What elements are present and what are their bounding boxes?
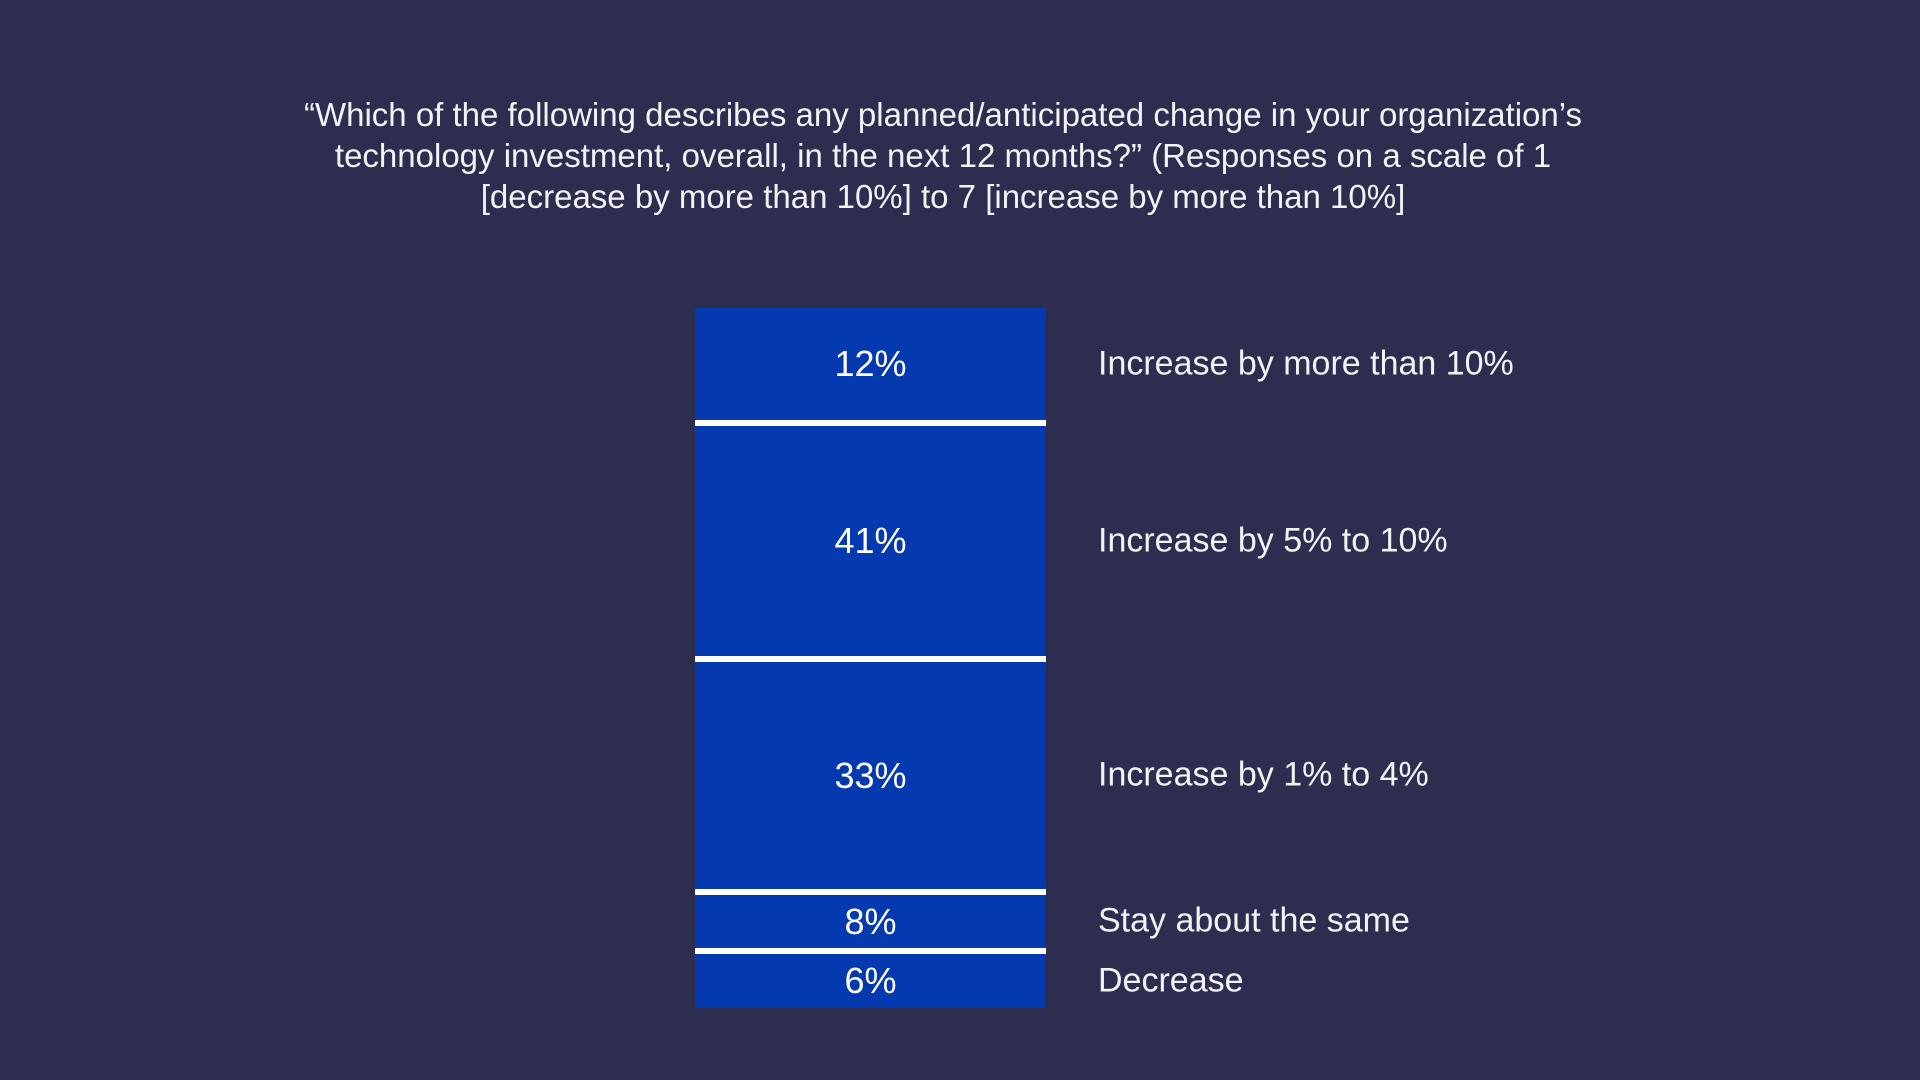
bar-segment-increase-by-1-to-4: 33% (695, 662, 1046, 889)
segment-divider (695, 948, 1046, 954)
category-label-increase-by-5-to-10: Increase by 5% to 10% (1098, 521, 1448, 560)
chart-title: “Which of the following describes any pl… (0, 94, 1886, 217)
category-label-decrease: Decrease (1098, 961, 1244, 1000)
segment-value-label: 33% (834, 754, 907, 796)
chart-title-line-3: [decrease by more than 10%] to 7 [increa… (480, 178, 1406, 215)
bar-segment-increase-by-more-than-10: 12% (695, 308, 1046, 420)
chart-title-line-2: technology investment, overall, in the n… (334, 137, 1552, 174)
bar-segment-stay-about-the-same: 8% (695, 895, 1046, 948)
chart-title-line-1: “Which of the following describes any pl… (303, 96, 1582, 133)
segment-value-label: 6% (844, 960, 897, 1001)
segment-divider (695, 420, 1046, 426)
bar-segment-increase-by-5-to-10: 41% (695, 426, 1046, 656)
bar-segment-decrease: 6% (695, 954, 1046, 1008)
segment-value-label: 41% (834, 520, 907, 561)
segment-divider (695, 656, 1046, 662)
stacked-bar: 12% 41% 33% 8% 6% (695, 308, 1046, 1008)
segment-value-label: 12% (834, 343, 907, 384)
segment-value-label: 8% (844, 900, 897, 942)
category-label-increase-by-more-than-10: Increase by more than 10% (1098, 344, 1514, 383)
segment-divider (695, 889, 1046, 895)
category-label-increase-by-1-to-4: Increase by 1% to 4% (1098, 755, 1429, 794)
category-label-stay-about-the-same: Stay about the same (1098, 901, 1410, 940)
